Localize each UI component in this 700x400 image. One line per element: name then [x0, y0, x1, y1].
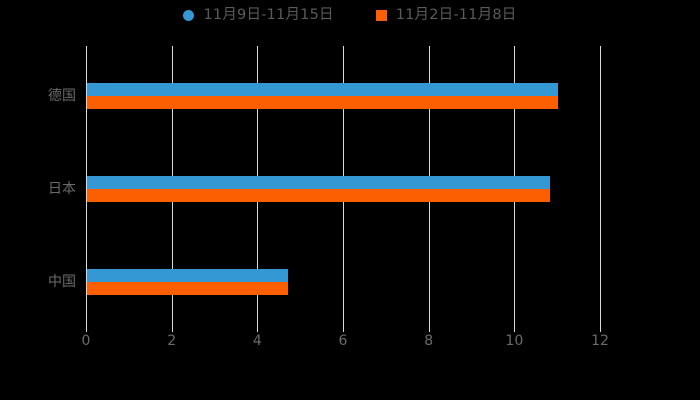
legend-label-series-1: 11月9日-11月15日: [203, 6, 334, 23]
legend-circle-marker-icon: [183, 9, 195, 21]
y-axis-label-日本: 日本: [48, 181, 76, 197]
plot-area: [86, 46, 601, 327]
bar-德国-series-2[interactable]: [87, 96, 559, 109]
y-axis-label-中国: 中国: [48, 274, 76, 290]
gridline-x-12: [600, 46, 601, 327]
legend-label-series-2: 11月2日-11月8日: [395, 6, 517, 23]
x-axis-label-4: 4: [252, 333, 262, 349]
bar-中国-series-1[interactable]: [87, 269, 289, 282]
x-axis-label-6: 6: [338, 333, 348, 349]
x-tick-mark-10: [514, 327, 516, 332]
x-tick-mark-2: [171, 327, 173, 332]
x-axis-label-12: 12: [591, 333, 609, 349]
legend-square-marker-icon: [375, 9, 387, 21]
bar-中国-series-2[interactable]: [87, 282, 289, 295]
legend-item-series-2[interactable]: 11月2日-11月8日: [375, 6, 517, 23]
x-tick-mark-4: [257, 327, 259, 332]
x-axis-label-2: 2: [167, 333, 177, 349]
x-tick-mark-12: [600, 327, 601, 332]
bar-日本-series-2[interactable]: [87, 189, 550, 202]
x-tick-mark-8: [428, 327, 430, 332]
x-axis-label-10: 10: [505, 333, 524, 349]
x-axis-label-0: 0: [81, 333, 91, 349]
bar-德国-series-1[interactable]: [87, 83, 559, 96]
x-axis-label-8: 8: [424, 333, 434, 349]
chart-legend: 11月9日-11月15日 11月2日-11月8日: [0, 0, 700, 30]
legend-item-series-1[interactable]: 11月9日-11月15日: [183, 6, 334, 23]
x-tick-mark-6: [343, 327, 344, 332]
gridline-x-0: [86, 46, 87, 327]
bar-日本-series-1[interactable]: [87, 176, 550, 189]
y-axis-label-德国: 德国: [48, 88, 76, 104]
x-tick-mark-0: [86, 327, 87, 332]
